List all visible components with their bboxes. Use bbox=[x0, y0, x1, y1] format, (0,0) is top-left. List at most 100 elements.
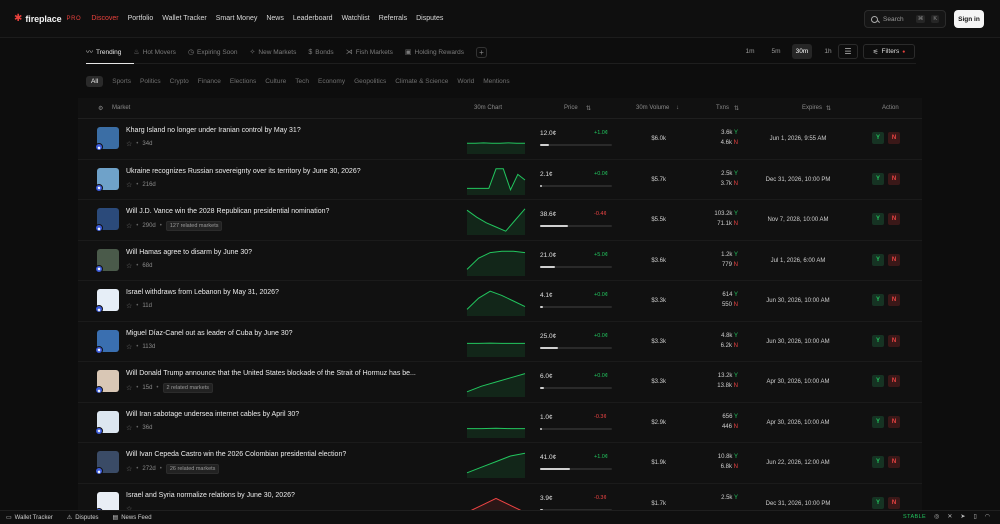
nav-portfolio[interactable]: Portfolio bbox=[127, 15, 154, 22]
buy-no-button[interactable]: N bbox=[888, 415, 900, 428]
related-markets-badge[interactable]: 127 related markets bbox=[165, 221, 223, 231]
category-sports[interactable]: Sports bbox=[112, 78, 132, 85]
nav-discover[interactable]: Discover bbox=[91, 15, 119, 22]
table-row[interactable]: ◆ Will Hamas agree to disarm by June 30? ☆… bbox=[78, 241, 922, 281]
category-elections[interactable]: Elections bbox=[229, 78, 257, 85]
tab-trending[interactable]: 〰 Trending bbox=[86, 47, 121, 57]
timeframe-30m[interactable]: 30m bbox=[792, 44, 812, 59]
category-culture[interactable]: Culture bbox=[265, 78, 287, 85]
buy-yes-button[interactable]: Y bbox=[872, 253, 884, 266]
col-volume[interactable]: 30m Volume bbox=[636, 105, 670, 111]
nav-watchlist[interactable]: Watchlist bbox=[341, 15, 370, 22]
tab-holding-rewards[interactable]: ▣ Holding Rewards bbox=[405, 48, 464, 57]
timeframe-1m[interactable]: 1m bbox=[745, 48, 755, 55]
bottom-disputes[interactable]: ⚠ Disputes bbox=[67, 514, 99, 522]
table-row[interactable]: ◆ Kharg Island no longer under Iranian co… bbox=[78, 119, 922, 160]
telegram-icon[interactable]: ➤ bbox=[960, 514, 966, 520]
tab-new-markets[interactable]: ✧ New Markets bbox=[250, 48, 297, 57]
buy-yes-button[interactable]: Y bbox=[872, 456, 884, 468]
market-title[interactable]: Will Iran sabotage undersea internet cab… bbox=[126, 410, 300, 418]
table-row[interactable]: ◆ Will J.D. Vance win the 2028 Republican… bbox=[78, 200, 922, 241]
tab-hot-movers[interactable]: ♨ Hot Movers bbox=[133, 48, 176, 57]
market-title[interactable]: Will Hamas agree to disarm by June 30? bbox=[126, 248, 253, 256]
nav-wallet-tracker[interactable]: Wallet Tracker bbox=[162, 15, 207, 22]
add-tab-button[interactable]: + bbox=[476, 46, 488, 58]
buy-no-button[interactable]: N bbox=[888, 375, 900, 387]
headset-icon[interactable]: ◠ bbox=[984, 514, 990, 520]
star-icon[interactable]: ☆ bbox=[126, 181, 133, 189]
market-title[interactable]: Kharg Island no longer under Iranian con… bbox=[126, 127, 301, 134]
col-expires[interactable]: Expires bbox=[802, 105, 823, 111]
buy-yes-button[interactable]: Y bbox=[872, 172, 884, 185]
buy-yes-button[interactable]: Y bbox=[872, 375, 884, 387]
timeframe-1h[interactable]: 1h bbox=[824, 48, 832, 55]
buy-no-button[interactable]: N bbox=[888, 213, 900, 225]
docs-icon[interactable]: ▯ bbox=[973, 514, 977, 520]
category-mentions[interactable]: Mentions bbox=[483, 78, 510, 85]
tab-bonds[interactable]: $ Bonds bbox=[308, 49, 333, 56]
tab-expiring-soon[interactable]: ◷ Expiring Soon bbox=[188, 48, 238, 57]
table-row[interactable]: ◆ Miguel Díaz-Canel out as leader of Cuba… bbox=[78, 322, 922, 362]
buy-no-button[interactable]: N bbox=[888, 253, 900, 266]
table-row[interactable]: ◆ Will Donald Trump announce that the Uni… bbox=[78, 362, 922, 403]
nav-referrals[interactable]: Referrals bbox=[378, 15, 408, 22]
star-icon[interactable]: ☆ bbox=[126, 505, 133, 513]
star-icon[interactable]: ☆ bbox=[126, 141, 133, 148]
category-all[interactable]: All bbox=[86, 76, 104, 87]
category-tech[interactable]: Tech bbox=[295, 78, 309, 85]
buy-no-button[interactable]: N bbox=[888, 294, 900, 306]
market-title[interactable]: Will J.D. Vance win the 2028 Republican … bbox=[126, 208, 330, 215]
category-politics[interactable]: Politics bbox=[140, 78, 161, 85]
nav-news[interactable]: News bbox=[266, 15, 284, 22]
market-title[interactable]: Will Ivan Cepeda Castro win the 2026 Col… bbox=[126, 451, 347, 458]
star-icon[interactable]: ☆ bbox=[126, 466, 133, 473]
sign-in-button[interactable]: Sign in bbox=[954, 10, 984, 28]
x-icon[interactable]: ✕ bbox=[947, 514, 953, 520]
filters-button[interactable]: ⚟ Filters ● bbox=[863, 44, 915, 59]
buy-no-button[interactable]: N bbox=[888, 456, 900, 468]
category-climate-science[interactable]: Climate & Science bbox=[395, 78, 449, 85]
star-icon[interactable]: ☆ bbox=[126, 262, 133, 270]
market-title[interactable]: Israel and Syria normalize relations by … bbox=[126, 491, 295, 499]
market-title[interactable]: Israel withdraws from Lebanon by May 31,… bbox=[126, 289, 279, 296]
buy-yes-button[interactable]: Y bbox=[872, 334, 884, 347]
star-icon[interactable]: ☆ bbox=[126, 303, 133, 310]
buy-no-button[interactable]: N bbox=[888, 334, 900, 347]
col-txns[interactable]: Txns bbox=[716, 105, 730, 111]
nav-disputes[interactable]: Disputes bbox=[416, 15, 444, 22]
star-icon[interactable]: ☆ bbox=[126, 424, 133, 432]
category-finance[interactable]: Finance bbox=[197, 78, 221, 85]
nav-leaderboard[interactable]: Leaderboard bbox=[292, 15, 333, 22]
category-world[interactable]: World bbox=[457, 78, 475, 85]
category-crypto[interactable]: Crypto bbox=[169, 78, 189, 85]
table-row[interactable]: ◆ Israel withdraws from Lebanon by May 31… bbox=[78, 281, 922, 322]
buy-no-button[interactable]: N bbox=[888, 496, 900, 509]
settings-icon[interactable]: ⚙ bbox=[98, 106, 104, 112]
buy-yes-button[interactable]: Y bbox=[872, 496, 884, 509]
buy-no-button[interactable]: N bbox=[888, 132, 900, 144]
buy-yes-button[interactable]: Y bbox=[872, 415, 884, 428]
category-economy[interactable]: Economy bbox=[317, 78, 346, 85]
buy-yes-button[interactable]: Y bbox=[872, 213, 884, 225]
star-icon[interactable]: ☆ bbox=[126, 343, 133, 351]
nav-smart-money[interactable]: Smart Money bbox=[215, 15, 258, 22]
search-input[interactable]: Search ⌘ K bbox=[864, 10, 946, 28]
buy-yes-button[interactable]: Y bbox=[872, 294, 884, 306]
col-market[interactable]: Market bbox=[112, 105, 131, 111]
market-title[interactable]: Miguel Díaz-Canel out as leader of Cuba … bbox=[126, 329, 293, 337]
related-markets-badge[interactable]: 26 related markets bbox=[165, 464, 220, 474]
table-row[interactable]: ◆ Will Ivan Cepeda Castro win the 2026 Co… bbox=[78, 443, 922, 484]
col-price[interactable]: Price bbox=[564, 105, 578, 111]
tab-fish-markets[interactable]: ⋊ Fish Markets bbox=[346, 48, 393, 57]
globe-icon[interactable]: ◎ bbox=[934, 514, 940, 520]
table-row[interactable]: ◆ Will Iran sabotage undersea internet ca… bbox=[78, 403, 922, 443]
market-title[interactable]: Will Donald Trump announce that the Unit… bbox=[126, 370, 416, 377]
timeframe-5m[interactable]: 5m bbox=[771, 48, 781, 55]
market-title[interactable]: Ukraine recognizes Russian sovereignty o… bbox=[126, 167, 361, 175]
brand-logo[interactable]: ✱ fireplace PRO bbox=[14, 13, 81, 24]
buy-yes-button[interactable]: Y bbox=[872, 132, 884, 144]
bottom-wallet-tracker[interactable]: ▭ Wallet Tracker bbox=[6, 514, 53, 522]
buy-no-button[interactable]: N bbox=[888, 172, 900, 185]
table-row[interactable]: ◆ Ukraine recognizes Russian sovereignty … bbox=[78, 160, 922, 200]
bottom-news-feed[interactable]: ▤ News Feed bbox=[113, 514, 152, 522]
